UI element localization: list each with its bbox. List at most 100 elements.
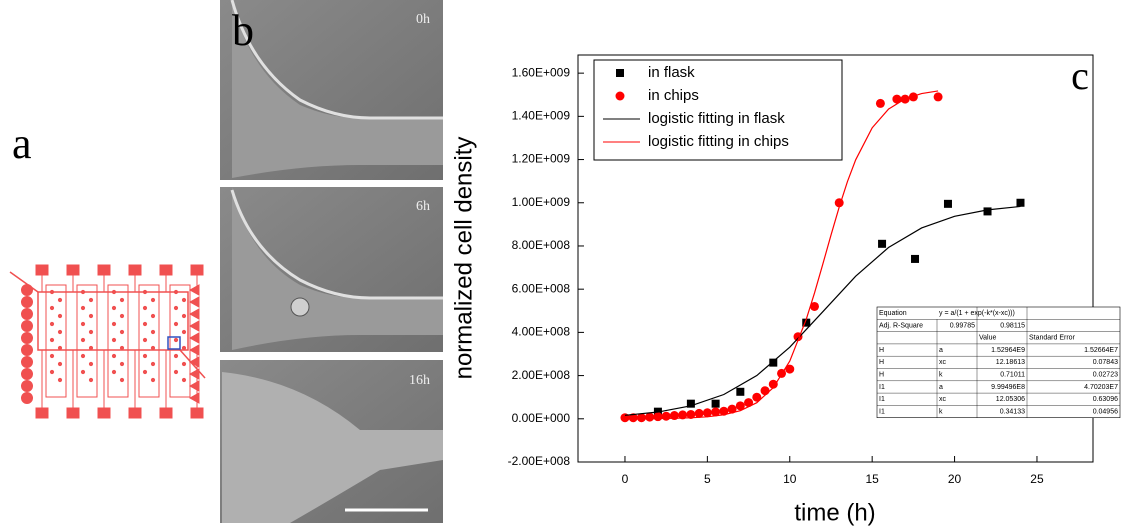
chamber — [57, 345, 63, 351]
cells — [290, 297, 310, 317]
channel-edge — [230, 189, 443, 300]
chamber — [173, 321, 179, 327]
table-cell: Adj. R-Square — [879, 322, 923, 329]
time-label: 0h — [416, 12, 430, 27]
panel-label: b — [232, 6, 254, 55]
fit-line — [624, 205, 1021, 416]
chamber — [181, 297, 187, 303]
chamber — [80, 321, 86, 327]
channel — [76, 284, 98, 398]
point — [694, 408, 704, 418]
legend-label: logistic fitting in flask — [648, 110, 785, 127]
table-cell: Equation — [879, 310, 907, 317]
chamber — [150, 377, 156, 383]
table-cell: 4.70203E7 — [1084, 384, 1118, 391]
channel — [107, 284, 129, 398]
chamber — [150, 313, 156, 319]
point — [744, 398, 754, 408]
well — [188, 332, 200, 344]
chip-diagram — [9, 264, 206, 419]
chamber — [49, 305, 55, 311]
chamber — [142, 305, 148, 311]
chamber — [119, 297, 125, 303]
point — [752, 392, 762, 402]
chamber — [181, 345, 187, 351]
cell-mass — [222, 372, 443, 523]
table-cell: y = a/(1 + exp(-k*(x-xc))) — [939, 310, 1015, 317]
pad — [128, 407, 142, 419]
point — [735, 401, 745, 411]
x-tick-label: 0 — [622, 472, 629, 486]
table-cell: 0.04956 — [1093, 408, 1118, 415]
micrographs: 0h 6h 16h b — [220, 0, 443, 523]
table-frame — [876, 306, 1121, 418]
chamber — [49, 353, 55, 359]
point — [702, 408, 712, 418]
point — [686, 409, 696, 419]
point — [653, 412, 663, 422]
table-cell: 12.18613 — [996, 359, 1025, 366]
x-tick-label: 15 — [865, 472, 879, 486]
pad — [159, 407, 173, 419]
channel — [138, 284, 160, 398]
point — [768, 379, 778, 389]
y-tick-label: 0.00E+000 — [512, 411, 571, 425]
channel-edge — [230, 0, 443, 120]
chamber — [57, 377, 63, 383]
time-label: 16h — [409, 373, 430, 388]
chamber — [181, 313, 187, 319]
chamber — [142, 321, 148, 327]
outlet — [179, 349, 206, 379]
chamber — [57, 313, 63, 319]
chamber — [173, 289, 179, 295]
point — [802, 318, 811, 327]
legend-marker — [616, 69, 624, 77]
table-cell: H — [879, 347, 884, 354]
point — [892, 94, 902, 104]
chamber — [119, 313, 125, 319]
chamber — [111, 289, 117, 295]
point — [1016, 198, 1025, 207]
x-tick-label: 20 — [948, 472, 962, 486]
point — [727, 404, 737, 414]
table-cell: xc — [939, 359, 947, 366]
time-label: 6h — [416, 199, 430, 214]
chamber — [150, 345, 156, 351]
legend-label: in chips — [648, 87, 699, 104]
table-cell: Value — [979, 335, 996, 342]
y-tick-label: 1.60E+009 — [512, 65, 571, 79]
y-axis-label: normalized cell density — [450, 137, 477, 380]
table-cell: 9.99496E8 — [991, 384, 1025, 391]
point — [711, 407, 721, 417]
well — [21, 320, 33, 332]
well — [21, 380, 33, 392]
pad — [128, 264, 142, 276]
table-cell: I1 — [879, 408, 885, 415]
pad — [66, 264, 80, 276]
well — [188, 284, 200, 296]
chamber — [119, 329, 125, 335]
point — [785, 364, 795, 374]
chamber — [173, 337, 179, 343]
pad — [159, 264, 173, 276]
legend: in flask in chips logistic fitting in flas… — [593, 59, 843, 161]
chamber — [181, 329, 187, 335]
table-cell: I1 — [879, 396, 885, 403]
chamber — [119, 361, 125, 367]
table-cell: k — [939, 408, 943, 415]
x-tick-label: 10 — [783, 472, 797, 486]
well — [188, 392, 200, 404]
well — [188, 296, 200, 308]
chamber — [57, 361, 63, 367]
chamber — [119, 345, 125, 351]
chamber — [49, 369, 55, 375]
chamber — [142, 337, 148, 343]
chamber — [80, 305, 86, 311]
chamber — [142, 353, 148, 359]
x-axis-label: time (h) — [794, 499, 875, 526]
point — [645, 412, 655, 422]
channel — [232, 0, 443, 178]
pad — [66, 407, 80, 419]
inlet — [9, 271, 39, 293]
